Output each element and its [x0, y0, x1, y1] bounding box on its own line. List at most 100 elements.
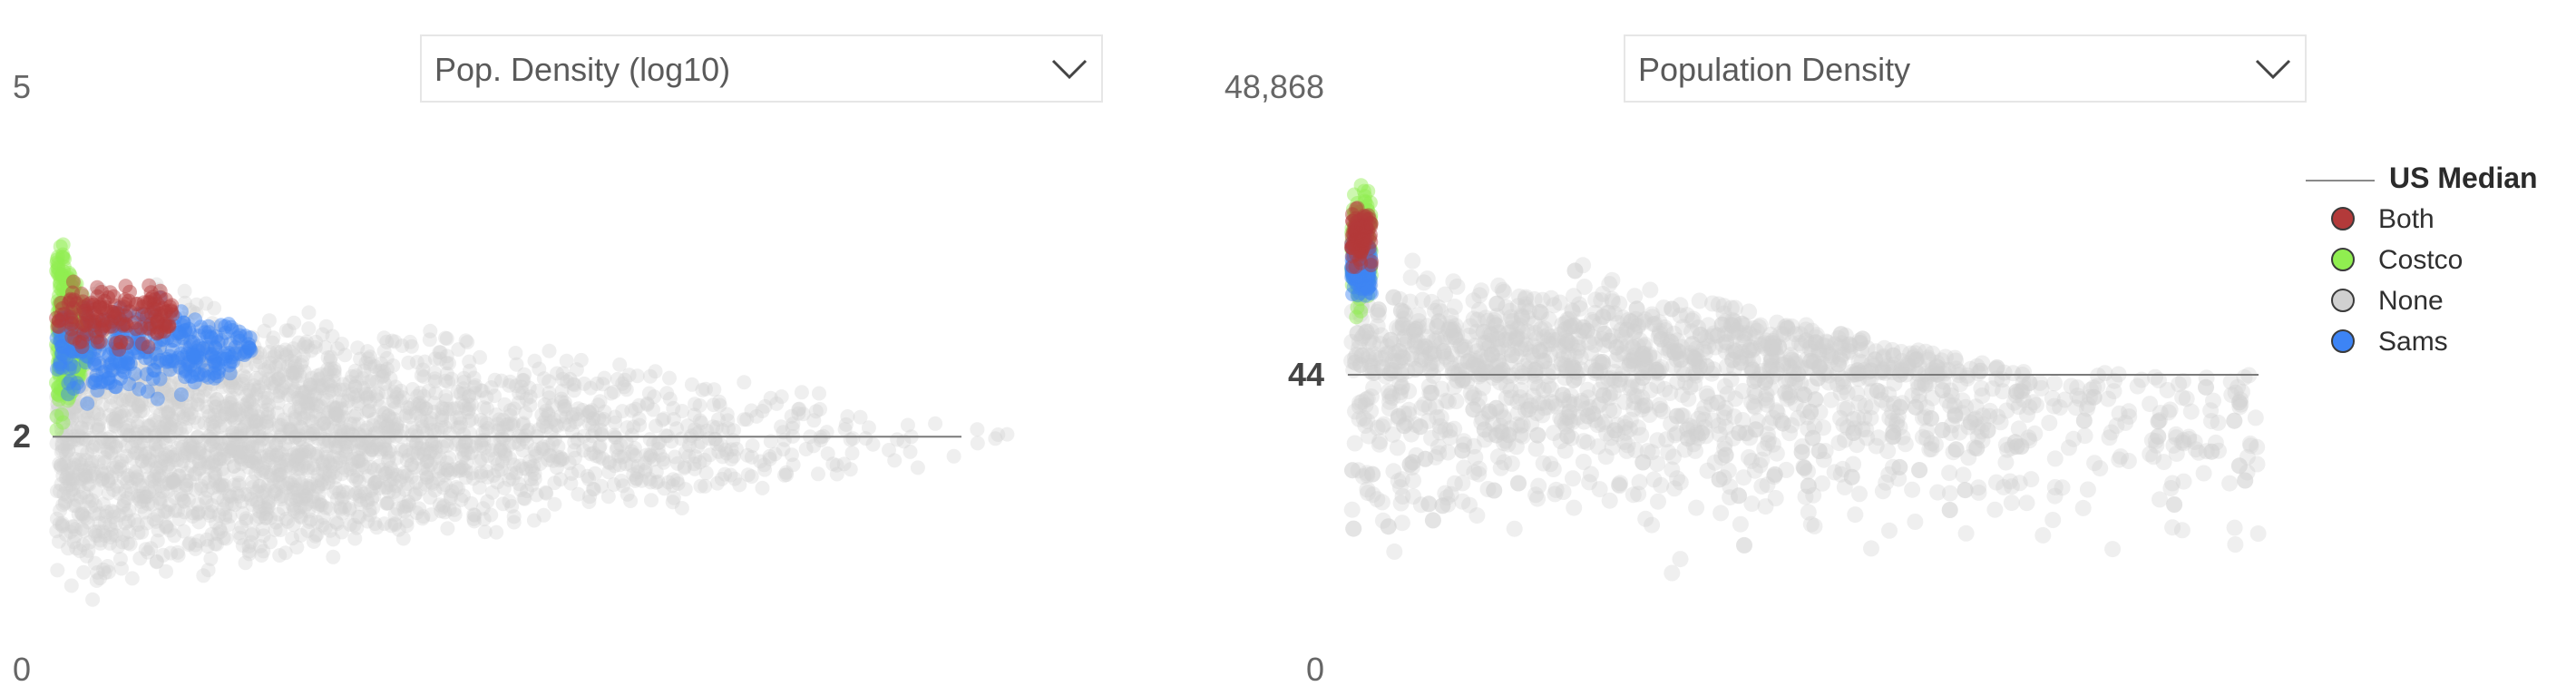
point-sams [87, 376, 102, 390]
point-none [1664, 461, 1681, 478]
point-none [294, 451, 308, 466]
point-none [1743, 364, 1761, 381]
point-none [57, 368, 73, 383]
point-none [398, 442, 414, 457]
point-costco [58, 318, 73, 333]
point-costco [55, 237, 71, 252]
point-sams [81, 299, 96, 315]
measure-dropdown-left[interactable]: Pop. Density (log10) [420, 34, 1103, 103]
point-none [1718, 334, 1735, 351]
point-sams [63, 325, 79, 340]
point-none [1411, 357, 1428, 374]
point-none [2221, 475, 2239, 492]
point-costco [60, 295, 74, 310]
point-none [241, 546, 257, 562]
point-none [414, 413, 429, 428]
point-both [49, 310, 64, 326]
point-none [1673, 360, 1691, 377]
point-both [143, 317, 159, 332]
point-none [88, 392, 103, 407]
point-none [459, 401, 474, 417]
point-costco [64, 322, 80, 338]
point-none [203, 437, 219, 453]
point-both [65, 274, 81, 289]
point-none [537, 397, 552, 412]
point-both [93, 297, 107, 312]
point-costco [55, 247, 71, 262]
point-costco [53, 239, 68, 254]
point-none [51, 401, 66, 417]
point-none [109, 368, 124, 384]
point-sams [204, 330, 220, 346]
point-none [415, 511, 430, 526]
point-sams [190, 368, 206, 383]
point-none [1857, 397, 1874, 415]
point-none [178, 420, 193, 435]
point-costco [73, 368, 88, 382]
point-sams [159, 354, 174, 369]
point-none [217, 436, 232, 452]
point-both [66, 292, 82, 308]
point-none [225, 379, 240, 395]
point-none [2067, 399, 2084, 417]
point-costco [58, 312, 73, 328]
point-none [631, 397, 647, 413]
point-none [284, 460, 298, 475]
point-none [251, 379, 267, 395]
point-none [2092, 460, 2109, 477]
point-none [53, 371, 68, 387]
point-both [78, 307, 93, 322]
point-both [158, 292, 173, 308]
point-none [361, 468, 376, 484]
point-sams [130, 323, 145, 338]
point-none [1557, 314, 1575, 331]
point-none [1512, 381, 1529, 398]
point-none [1393, 515, 1410, 532]
point-none [340, 393, 356, 408]
point-none [63, 578, 79, 593]
point-none [652, 435, 668, 450]
point-sams [200, 319, 216, 334]
point-none [1488, 399, 1505, 417]
point-none [396, 466, 412, 481]
point-none [1364, 486, 1381, 504]
point-none [316, 377, 331, 393]
point-none [462, 354, 477, 369]
point-none [317, 416, 332, 431]
point-none [161, 464, 177, 479]
point-none [443, 401, 458, 417]
point-none [1392, 495, 1410, 512]
point-none [1633, 364, 1650, 381]
point-none [1494, 281, 1511, 299]
point-none [356, 380, 371, 396]
point-none [366, 417, 381, 433]
point-none [300, 399, 316, 414]
point-none [1365, 346, 1382, 363]
point-none [1451, 338, 1469, 355]
point-none [1346, 435, 1363, 452]
point-none [2230, 394, 2248, 411]
point-costco [69, 359, 84, 375]
point-both [157, 324, 172, 339]
point-none [81, 543, 96, 558]
point-none [2198, 369, 2215, 387]
point-none [130, 308, 145, 323]
point-none [181, 436, 197, 452]
point-none [565, 407, 581, 422]
point-none [1914, 428, 1931, 446]
point-none [197, 471, 212, 486]
point-none [1942, 382, 1959, 399]
point-none [1466, 387, 1483, 404]
point-none [159, 564, 173, 579]
point-none [1483, 326, 1500, 343]
point-costco [70, 343, 85, 358]
point-none [65, 482, 81, 497]
point-none [1512, 426, 1529, 444]
point-none [550, 449, 565, 465]
point-sams [92, 343, 107, 358]
point-both [50, 319, 65, 334]
point-costco [54, 322, 69, 338]
point-none [2090, 368, 2107, 385]
point-none [723, 467, 738, 483]
